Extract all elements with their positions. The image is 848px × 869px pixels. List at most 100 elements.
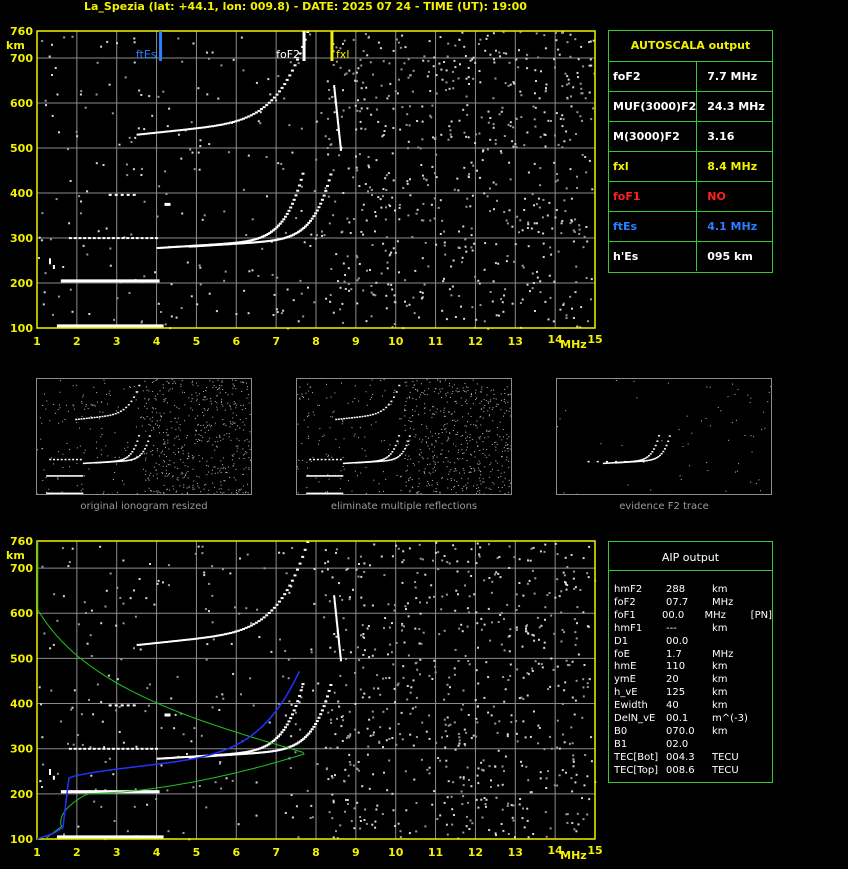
thumb-noise-dot [246, 452, 248, 454]
thumb-noise-dot [466, 425, 468, 427]
noise-dot [343, 73, 346, 76]
echo-point [191, 756, 195, 759]
thumb-noise-dot [82, 488, 84, 490]
noise-dot [490, 714, 493, 717]
noise-dot [533, 204, 535, 207]
echo-point [191, 245, 195, 248]
noise-dot [361, 785, 364, 788]
thumb-noise-dot [459, 472, 461, 474]
echo-point [224, 243, 228, 246]
thumb-noise-dot [435, 441, 437, 443]
echo-point [97, 237, 101, 240]
thumb-noise-dot [393, 391, 395, 393]
thumb-noise-dot [508, 491, 510, 493]
thumb-noise-dot [418, 461, 420, 463]
noise-dot [372, 73, 375, 76]
noise-dot [316, 763, 319, 766]
echo-point [138, 324, 142, 328]
echo-point [306, 31, 310, 33]
echo-point [186, 755, 190, 758]
echo-point [298, 184, 301, 187]
echo-point [295, 742, 299, 745]
thumb-noise-dot [469, 434, 471, 436]
noise-dot [582, 686, 585, 689]
echo-point [98, 835, 102, 839]
noise-dot [439, 814, 442, 817]
thumb-noise-dot [565, 410, 567, 412]
thumb-noise-dot [409, 476, 411, 478]
noise-dot [582, 695, 585, 698]
thumb-noise-dot [238, 440, 240, 442]
echo-point [258, 751, 262, 754]
noise-dot [215, 695, 218, 698]
x-axis-unit-label: MHz [560, 338, 587, 351]
noise-dot [576, 71, 579, 74]
thumb-noise-dot [219, 392, 221, 394]
echo-point [257, 109, 261, 112]
thumb-echo-point [99, 461, 102, 464]
noise-dot [545, 777, 548, 780]
echo-point [66, 835, 70, 839]
noise-dot [547, 318, 550, 321]
noise-dot [493, 58, 495, 61]
thumb-noise-dot [249, 414, 251, 416]
thumb-noise-dot [76, 463, 78, 465]
noise-dot [486, 34, 489, 37]
noise-dot [405, 608, 407, 611]
echo-point [175, 245, 179, 248]
echo-point [336, 114, 339, 118]
noise-dot [454, 609, 457, 612]
thumb-noise-dot [41, 422, 43, 424]
thumb-noise-dot [505, 442, 507, 444]
thumb-noise-dot [318, 440, 320, 442]
echo-point [238, 751, 242, 754]
noise-dot [211, 565, 214, 568]
thumb-noise-dot [419, 449, 421, 451]
thumb-noise-dot [455, 492, 457, 494]
noise-dot [181, 212, 184, 215]
thumb-noise-dot [165, 469, 167, 471]
echo-point [252, 749, 256, 752]
noise-dot [527, 221, 530, 224]
thumb-noise-dot [408, 396, 410, 398]
echo-point [240, 241, 244, 243]
noise-dot [376, 674, 379, 677]
noise-dot [61, 547, 64, 550]
thumb-noise-dot [100, 454, 102, 456]
noise-dot [371, 194, 373, 196]
thumb-noise-dot [421, 392, 423, 394]
noise-dot [399, 830, 402, 833]
thumb-noise-dot [225, 471, 227, 473]
thumb-noise-dot [423, 407, 425, 409]
noise-dot [426, 768, 429, 771]
thumb-echo-point [70, 492, 73, 495]
thumb-noise-dot [167, 442, 169, 444]
noise-dot [556, 665, 559, 668]
thumb-noise-dot [486, 448, 488, 450]
noise-dot [372, 716, 375, 719]
noise-dot [565, 317, 568, 320]
thumb-noise-dot [222, 423, 224, 425]
echo-point [326, 184, 329, 187]
thumb-noise-dot [449, 432, 451, 434]
noise-dot [480, 116, 483, 119]
thumb-noise-dot [242, 473, 244, 475]
noise-dot [297, 836, 300, 839]
thumb-noise-dot [164, 443, 166, 445]
noise-dot [477, 43, 480, 45]
echo-point [107, 747, 111, 750]
thumb-echo-point [333, 475, 336, 477]
noise-dot [339, 824, 342, 827]
thumb-noise-dot [705, 417, 707, 419]
noise-dot [447, 780, 450, 783]
noise-dot [568, 742, 571, 745]
thumb-noise-dot [143, 453, 145, 455]
echo-point [124, 279, 128, 283]
noise-dot [577, 76, 579, 79]
thumb-noise-dot [502, 481, 504, 483]
x-tick-label: 10 [388, 335, 404, 348]
thumb-noise-dot [444, 407, 446, 409]
echo-point [297, 230, 301, 233]
thumb-echo-point [358, 416, 361, 418]
thumb-echo-point [114, 412, 117, 415]
